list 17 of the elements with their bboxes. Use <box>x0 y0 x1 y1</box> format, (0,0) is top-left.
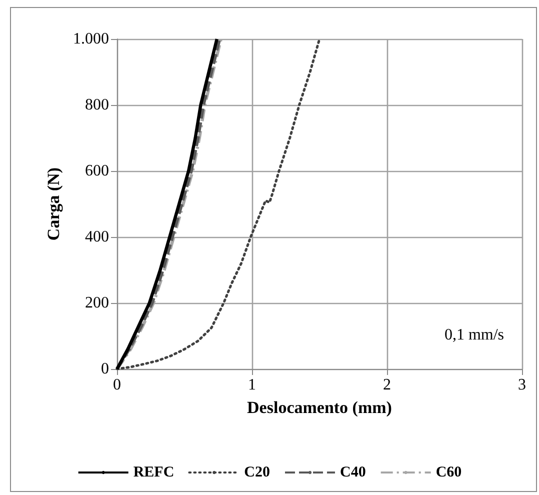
x-tick-label: 0 <box>113 376 121 394</box>
y-tick-label: 600 <box>85 162 109 180</box>
x-tick-label: 3 <box>518 376 526 394</box>
legend-label: REFC <box>133 464 174 480</box>
y-tick-label: 0 <box>101 360 109 378</box>
y-tick-label: 200 <box>85 294 109 312</box>
legend-label: C20 <box>244 464 270 480</box>
legend-label: C40 <box>340 464 366 480</box>
y-tick-label: 400 <box>85 228 109 246</box>
y-tick-label: 800 <box>85 96 109 114</box>
x-tick-label: 2 <box>383 376 391 394</box>
x-axis-title: Deslocamento (mm) <box>247 398 392 417</box>
y-axis-title: Carga (N) <box>44 167 64 241</box>
legend-label: C60 <box>436 464 462 480</box>
annotation: 0,1 mm/s <box>444 326 504 344</box>
y-tick-label: 1.000 <box>73 30 109 48</box>
x-tick-label: 1 <box>248 376 256 394</box>
